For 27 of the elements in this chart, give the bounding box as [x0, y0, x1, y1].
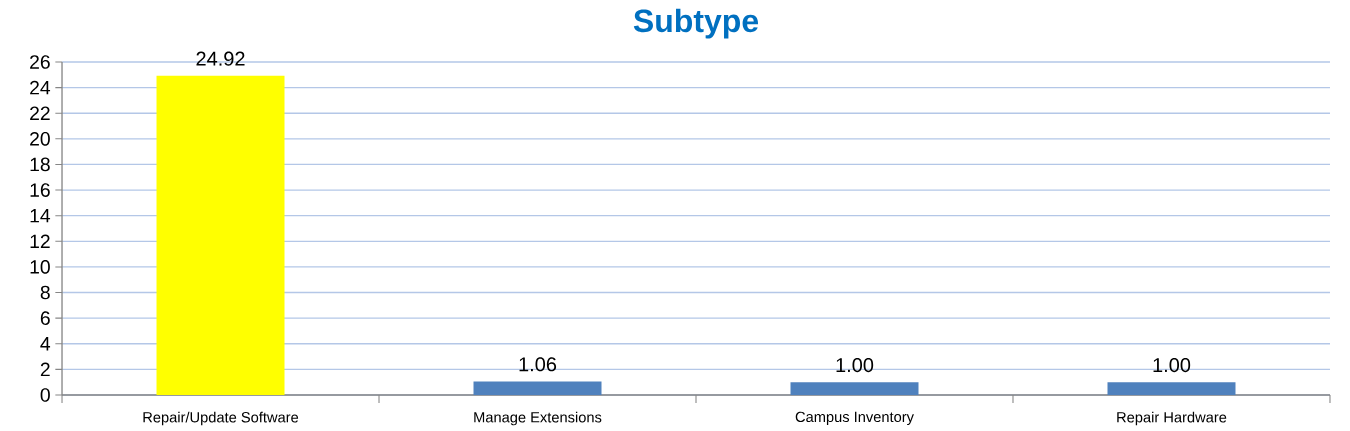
data-label: 1.06 [519, 357, 557, 372]
y-tick-label: 22 [30, 106, 50, 120]
y-tick-label: 10 [30, 260, 50, 274]
y-tick-label: 18 [30, 157, 50, 172]
bar [1107, 382, 1236, 395]
bar [790, 382, 919, 395]
y-tick-label: 14 [30, 209, 51, 223]
y-tick-label: 12 [30, 234, 50, 249]
y-tick-label: 0 [40, 388, 50, 402]
bar [156, 75, 285, 395]
y-tick-label: 26 [30, 55, 50, 69]
y-tick-label: 20 [30, 131, 50, 146]
data-label: 24.92 [196, 51, 245, 66]
x-tick-label: Repair Hardware [1117, 411, 1227, 426]
x-tick-label: Repair/Update Software [143, 411, 299, 426]
x-tick-label: Manage Extensions [474, 411, 602, 426]
y-tick-label: 8 [40, 285, 50, 300]
y-tick-label: 16 [30, 183, 50, 197]
bar [473, 381, 602, 395]
y-tick-label: 6 [40, 311, 50, 325]
y-tick-label: 4 [40, 337, 51, 351]
y-tick-label: 2 [40, 362, 50, 377]
chart-title: Subtype [633, 8, 759, 39]
data-label: 1.00 [836, 357, 874, 373]
x-tick-label: Campus Inventory [795, 411, 914, 425]
data-label: 1.00 [1153, 357, 1191, 373]
y-tick-label: 24 [30, 80, 51, 95]
